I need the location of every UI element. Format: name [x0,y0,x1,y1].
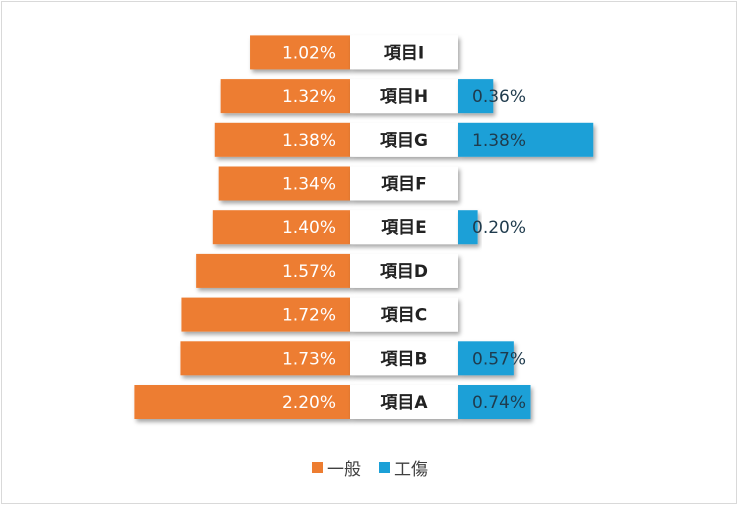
bar-general-item-e [212,210,350,245]
label-general-item-a: 2.20% [282,393,336,413]
label-injury-item-g: 1.38% [472,131,526,151]
category-label-item-c: 項目C [381,306,427,326]
category-box-item-c [350,297,458,332]
bar-general-item-f [218,166,350,201]
category-box-item-h [350,79,458,114]
bar-general-item-d [196,253,350,288]
label-injury-item-h: 0.36% [472,87,526,107]
label-general-item-e: 1.40% [282,218,336,238]
label-general-item-i: 1.02% [282,43,336,63]
label-general-item-h: 1.32% [282,87,336,107]
category-box-item-a [350,385,458,419]
legend-label-general: 一般 [327,460,361,480]
label-injury-item-e: 0.20% [472,218,526,238]
legend-label-injury: 工傷 [394,460,428,480]
legend: 一般 工傷 [0,455,740,480]
bar-general-item-a [134,385,350,419]
label-injury-item-b: 0.57% [472,349,526,369]
category-label-item-h: 項目H [380,87,428,107]
category-label-item-d: 項目D [380,262,428,282]
legend-swatch-injury [379,462,390,473]
bar-injury-item-a [458,385,531,419]
label-general-item-d: 1.57% [282,262,336,282]
bar-general-item-i [250,35,350,70]
bar-injury-item-g [458,122,594,157]
category-label-item-g: 項目G [380,131,428,151]
bar-injury-item-e [458,210,478,245]
category-label-item-f: 項目F [381,175,427,195]
category-label-item-e: 項目E [381,218,427,238]
category-label-item-a: 項目A [380,393,428,413]
label-general-item-b: 1.73% [282,349,336,369]
bar-general-item-g [214,122,350,157]
category-box-item-d [350,253,458,288]
legend-swatch-general [312,462,323,473]
label-general-item-c: 1.72% [282,306,336,326]
label-general-item-f: 1.34% [282,175,336,195]
category-label-item-i: 項目I [384,43,424,63]
legend-item-injury: 工傷 [379,455,428,480]
category-label-item-b: 項目B [381,349,428,369]
label-general-item-g: 1.38% [282,131,336,151]
bar-general-item-h [220,79,350,114]
category-box-item-e [350,210,458,245]
category-box-item-i [350,35,458,70]
bar-general-item-b [180,341,350,376]
category-box-item-g [350,122,458,157]
bar-injury-item-b [458,341,514,376]
category-box-item-f [350,166,458,201]
label-injury-item-a: 0.74% [472,393,526,413]
bar-general-item-c [181,297,350,332]
legend-item-general: 一般 [312,455,361,480]
bar-injury-item-h [458,79,494,114]
category-box-item-b [350,341,458,376]
